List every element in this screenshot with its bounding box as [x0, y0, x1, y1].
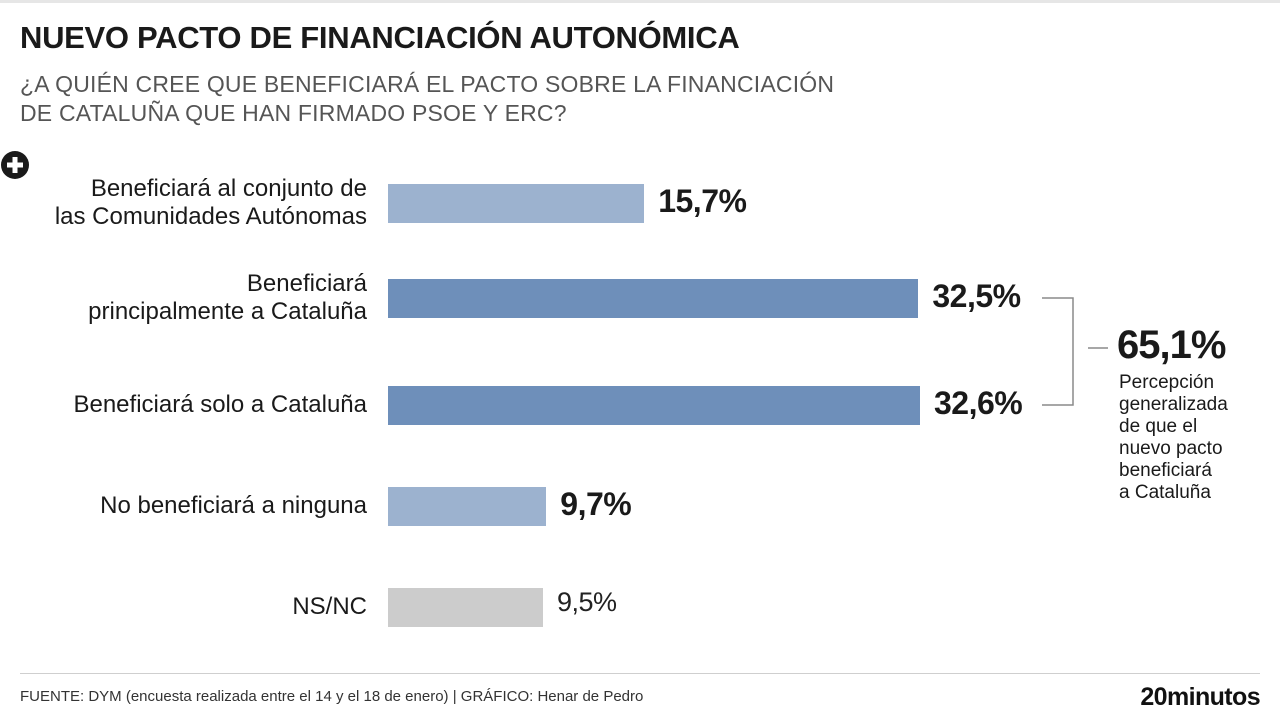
category-label-line: las Comunidades Autónomas	[54, 203, 367, 230]
category-label: Beneficiará principalmente a Cataluña	[0, 270, 367, 326]
source-credit: FUENTE: DYM (encuesta realizada entre el…	[20, 688, 644, 705]
total-note-line: de que el	[1119, 416, 1198, 437]
bar	[388, 278, 919, 318]
total-value: 65,1%	[1117, 323, 1226, 367]
chart-title: NUEVO PACTO DE FINANCIACIÓN AUTONÓMICA	[20, 20, 740, 55]
category-label-line: Beneficiará	[246, 270, 367, 297]
brand-logo: 20minutos	[1140, 683, 1260, 711]
total-note-line: a Cataluña	[1119, 482, 1211, 503]
total-note-line: Percepción	[1119, 372, 1215, 393]
bar	[388, 385, 920, 425]
category-label-line: Beneficiará solo a Cataluña	[73, 391, 367, 418]
bar	[388, 587, 544, 627]
footer-rule	[20, 673, 1260, 674]
top-rule	[0, 0, 1280, 3]
category-label: Beneficiará al conjunto de las Comunidade…	[0, 175, 367, 231]
value-label: 9,7%	[560, 486, 632, 522]
value-label: 9,5%	[557, 587, 617, 617]
category-label-line: No beneficiará a ninguna	[100, 492, 367, 519]
subtitle-line-2: DE CATALUÑA QUE HAN FIRMADO PSOE Y ERC?	[20, 100, 567, 126]
category-label: No beneficiará a ninguna	[0, 492, 367, 520]
total-note-line: beneficiará	[1119, 460, 1212, 481]
total-note: Percepción generalizada de que el nuevo pac…	[1119, 372, 1269, 504]
category-label-line: principalmente a Cataluña	[88, 298, 367, 325]
plus-circle-icon	[1, 151, 29, 179]
subtitle-line-1: ¿A QUIÉN CREE QUE BENEFICIARÁ EL PACTO S…	[20, 71, 835, 97]
value-label: 32,6%	[934, 385, 1023, 421]
value-label: 32,5%	[932, 278, 1021, 314]
category-label: Beneficiará solo a Cataluña	[0, 391, 367, 419]
chart-subtitle: ¿A QUIÉN CREE QUE BENEFICIARÁ EL PACTO S…	[20, 70, 920, 128]
bar	[388, 486, 547, 526]
total-note-line: generalizada	[1119, 394, 1228, 415]
bracket-line	[1042, 297, 1074, 406]
category-label: NS/NC	[0, 593, 367, 621]
total-note-line: nuevo pacto	[1119, 438, 1223, 459]
bracket-connector	[1042, 297, 1108, 406]
value-label: 15,7%	[658, 183, 747, 219]
bar-chart: 65,1% Percepción generalizada de que el nue…	[0, 150, 1280, 650]
category-label-line: NS/NC	[292, 593, 367, 620]
category-label-line: Beneficiará al conjunto de	[90, 175, 367, 202]
bar	[388, 183, 645, 223]
